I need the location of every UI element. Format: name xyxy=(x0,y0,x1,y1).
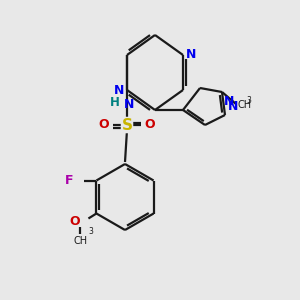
Text: CH: CH xyxy=(237,100,251,110)
Text: N: N xyxy=(114,83,124,97)
Text: H: H xyxy=(110,97,120,110)
Text: N: N xyxy=(228,100,238,113)
Text: F: F xyxy=(65,174,74,187)
Text: O: O xyxy=(70,215,80,228)
Text: N: N xyxy=(124,98,134,110)
Text: S: S xyxy=(122,118,133,133)
Text: CH: CH xyxy=(74,236,88,247)
Text: O: O xyxy=(99,118,109,131)
Text: 3: 3 xyxy=(246,96,251,105)
Text: O: O xyxy=(145,118,155,131)
Text: N: N xyxy=(186,49,196,62)
Text: 3: 3 xyxy=(88,226,93,236)
Text: N: N xyxy=(224,95,234,108)
